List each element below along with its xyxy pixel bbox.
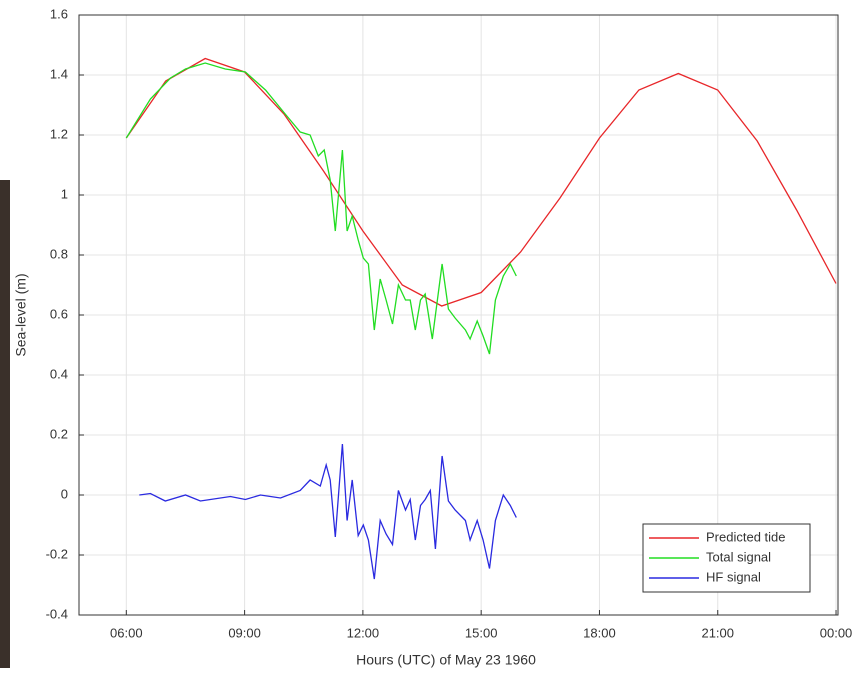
series-line [125,62,517,355]
background-strip [0,180,10,668]
x-tick-label: 15:00 [465,625,498,640]
x-tick-label: 06:00 [110,625,143,640]
y-tick-label: 0.8 [50,246,68,261]
legend-label: HF signal [706,569,761,584]
x-tick-label: 12:00 [347,625,380,640]
y-tick-label: 1 [61,186,68,201]
y-tick-label: 1.6 [50,6,68,21]
y-tick-label: 1.2 [50,126,68,141]
y-tick-label: -0.2 [46,546,68,561]
legend-label: Predicted tide [706,529,786,544]
x-tick-label: 00:00 [820,625,853,640]
y-tick-label: 0.4 [50,366,68,381]
y-tick-label: 0.2 [50,426,68,441]
x-tick-label: 09:00 [228,625,261,640]
x-tick-label: 18:00 [583,625,616,640]
y-tick-label: 0.6 [50,306,68,321]
series-line [139,443,517,580]
y-tick-label: -0.4 [46,606,68,621]
y-tick-label: 0 [61,486,68,501]
x-axis-label: Hours (UTC) of May 23 1960 [356,652,536,668]
y-tick-label: 1.4 [50,66,68,81]
x-tick-label: 21:00 [701,625,734,640]
legend-label: Total signal [706,549,771,564]
y-axis-label: Sea-level (m) [13,273,29,356]
axes-box [78,14,839,616]
